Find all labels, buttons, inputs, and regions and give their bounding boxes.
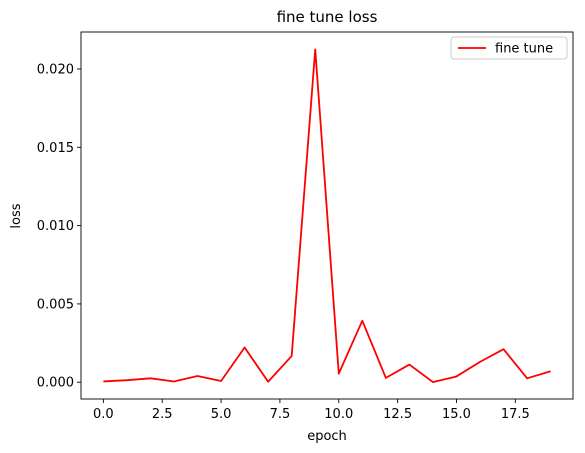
legend: fine tune (450, 36, 568, 60)
y-tick-label: 0.005 (37, 297, 74, 312)
y-tick-label: 0.010 (37, 219, 74, 234)
x-tick-label: 10.0 (324, 407, 353, 422)
y-axis-label: loss (9, 203, 24, 228)
x-tick-label: 2.5 (152, 407, 173, 422)
legend-label: fine tune (495, 42, 553, 57)
series-line-0 (103, 48, 551, 383)
y-tick-label: 0.020 (37, 62, 74, 77)
plot-frame (80, 31, 574, 400)
plot-area (80, 31, 574, 400)
x-tick-label: 17.5 (501, 407, 530, 422)
x-axis-label: epoch (307, 429, 347, 444)
x-tick-label: 0.0 (93, 407, 114, 422)
x-tick-label: 12.5 (383, 407, 412, 422)
y-tick-label: 0.015 (37, 141, 74, 156)
legend-box (450, 36, 568, 60)
x-axis: 0.0 2.5 5.0 7.5 10.0 12.5 15.0 17.5 (93, 399, 530, 422)
y-tick-label: 0.000 (37, 376, 74, 391)
chart-title: fine tune loss (277, 8, 378, 26)
x-tick-label: 5.0 (211, 407, 232, 422)
x-tick-label: 15.0 (442, 407, 471, 422)
x-tick-label: 7.5 (270, 407, 291, 422)
y-axis: 0.000 0.005 0.010 0.015 0.020 (37, 62, 81, 391)
